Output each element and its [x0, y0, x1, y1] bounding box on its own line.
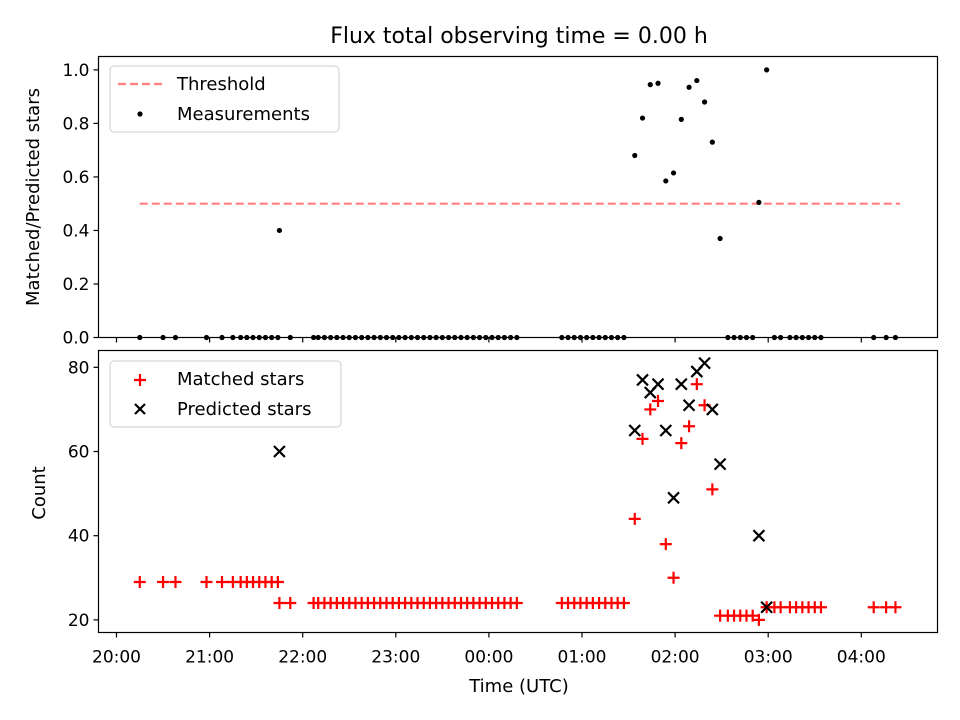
- top-legend: Threshold Measurements: [109, 65, 340, 133]
- measurement-point: [655, 80, 661, 86]
- top-plot-frame: [97, 55, 939, 339]
- top-y-tick-label: 0.4: [62, 221, 89, 241]
- top-marks: [137, 67, 901, 341]
- matched-star-point: [667, 571, 680, 584]
- bottom-x-axis: 20:00 21:00 22:00 23:00 00:00 01:00 02:00 03:00…: [92, 632, 886, 668]
- bottom-marks: [133, 356, 902, 626]
- bottom-x-tick-label: 04:00: [837, 648, 886, 668]
- top-y-tick-label: 0.0: [62, 329, 89, 349]
- matched-star-point: [659, 538, 672, 551]
- top-y-tick-label: 0.2: [62, 275, 89, 295]
- matched-star-point: [628, 512, 641, 525]
- measurement-point: [756, 199, 762, 205]
- bottom-x-tick-label: 03:00: [744, 648, 793, 668]
- top-y-tick-label: 0.8: [62, 114, 89, 134]
- measurements-legend-label: Measurements: [177, 104, 310, 125]
- bottom-y-axis: 20 40 60 80: [68, 358, 99, 631]
- matched-star-point: [271, 575, 284, 588]
- bottom-legend: Matched stars Predicted stars: [109, 360, 342, 428]
- predicted-star-point: [752, 529, 766, 542]
- predicted-star-point: [698, 356, 711, 370]
- predicted-star-point: [651, 377, 665, 391]
- predicted-legend-marker: [134, 403, 146, 415]
- matched-star-point: [675, 437, 688, 450]
- predicted-star-point: [667, 491, 680, 505]
- matched-star-point: [617, 597, 630, 610]
- predicted-legend-label: Predicted stars: [177, 399, 311, 420]
- matched-star-point: [690, 378, 703, 391]
- bottom-plot: 20 40 60 80 20:00 21:00 22:00 23:00 00:00 01:00 0…: [29, 349, 939, 697]
- bottom-x-tick-label: 22:00: [278, 648, 327, 668]
- bottom-y-tick-label: 60: [68, 443, 90, 463]
- top-x-ticks: [115, 337, 862, 343]
- bottom-y-tick-label: 40: [68, 527, 90, 547]
- measurement-point: [663, 178, 669, 184]
- matched-star-point: [752, 613, 765, 626]
- top-y-axis: 0.0 0.2 0.4 0.6 0.8 1.0: [62, 61, 99, 349]
- bottom-plot-frame: [97, 349, 939, 634]
- measurement-point: [764, 67, 770, 73]
- matched-star-point: [200, 575, 213, 588]
- measurement-point: [686, 84, 692, 90]
- bottom-x-tick-label: 23:00: [371, 648, 420, 668]
- bottom-x-tick-label: 02:00: [651, 648, 700, 668]
- predicted-star-point: [675, 377, 688, 391]
- top-y-label: Matched/Predicted stars: [23, 88, 44, 306]
- measurement-point: [639, 115, 646, 121]
- measurement-point: [647, 82, 653, 88]
- measurement-point: [670, 170, 677, 176]
- measurement-point: [678, 116, 684, 122]
- matched-star-point: [889, 601, 902, 614]
- matched-star-point: [867, 601, 880, 614]
- matched-star-point: [133, 575, 146, 588]
- matched-star-point: [510, 597, 523, 610]
- matched-legend-label: Matched stars: [177, 369, 304, 390]
- measurements-legend-dot: [137, 111, 143, 117]
- matched-star-point: [652, 395, 665, 408]
- matched-star-point: [636, 432, 649, 445]
- predicted-star-point: [713, 457, 727, 471]
- top-plot: 0.0 0.2 0.4 0.6 0.8 1.0 Matched/Predicted sta…: [23, 55, 939, 349]
- predicted-star-point: [706, 403, 719, 416]
- threshold-legend-label: Threshold: [176, 74, 266, 95]
- matched-star-point: [157, 575, 170, 588]
- predicted-star-point: [760, 600, 773, 614]
- matched-star-point: [746, 609, 759, 622]
- predicted-star-point: [628, 424, 642, 437]
- top-y-tick-label: 0.6: [62, 168, 89, 188]
- matched-legend-marker: [134, 374, 146, 386]
- top-y-tick-label: 1.0: [62, 61, 89, 81]
- bottom-x-tick-label: 01:00: [558, 648, 607, 668]
- predicted-star-point: [682, 398, 696, 412]
- matched-star-point: [216, 575, 229, 588]
- bottom-x-tick-label: 00:00: [464, 648, 513, 668]
- matched-star-point: [814, 601, 827, 614]
- top-legend-box: [109, 65, 340, 133]
- matched-star-point: [683, 420, 696, 433]
- bottom-y-tick-label: 80: [68, 358, 90, 378]
- measurement-point: [632, 152, 638, 159]
- bottom-x-tick-label: 21:00: [185, 648, 234, 668]
- bottom-y-label: Count: [29, 466, 50, 519]
- matched-star-point: [644, 403, 657, 416]
- matched-star-point: [169, 575, 182, 588]
- bottom-x-label: Time (UTC): [468, 676, 569, 697]
- predicted-star-point: [659, 424, 673, 437]
- chart-title: Flux total observing time = 0.00 h: [330, 24, 708, 49]
- matched-star-point: [273, 597, 286, 610]
- predicted-star-point: [636, 373, 649, 387]
- bottom-x-tick-label: 20:00: [92, 648, 141, 668]
- measurement-point: [717, 235, 723, 242]
- measurement-point: [694, 77, 700, 84]
- bottom-y-tick-label: 20: [68, 611, 90, 631]
- measurement-point: [709, 139, 715, 145]
- predicted-star-point: [273, 445, 286, 458]
- matched-star-point: [706, 483, 719, 496]
- measurement-point: [276, 227, 283, 234]
- measurement-point: [701, 99, 708, 105]
- matched-star-point: [284, 597, 297, 610]
- bottom-legend-box: [109, 360, 342, 428]
